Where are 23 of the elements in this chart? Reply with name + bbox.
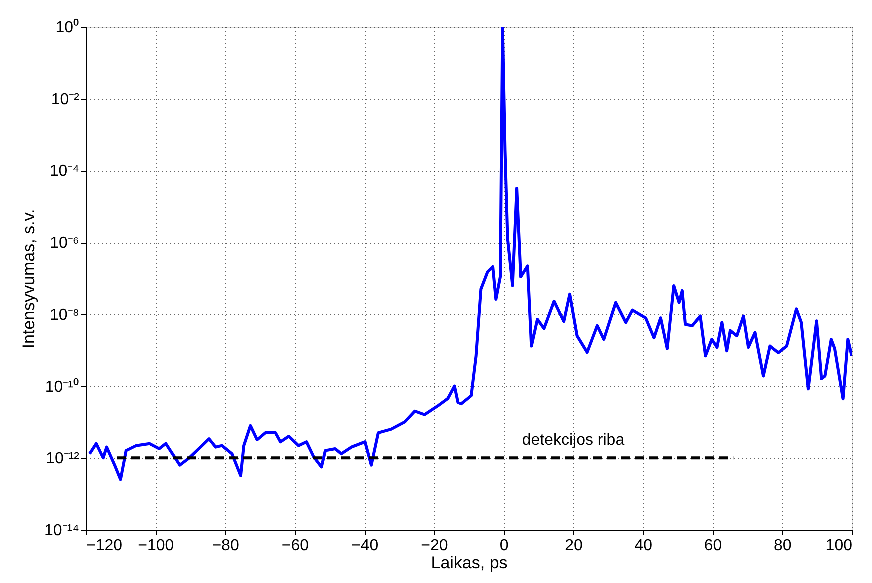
y-axis-title: Intensyvumas, s.v. [20, 209, 38, 349]
annotation: detekcijos riba [522, 432, 625, 450]
x-tick-label: 0 [500, 538, 509, 554]
x-tick-label: −60 [282, 538, 310, 554]
y-tick-label: 10⁻¹² [46, 450, 80, 468]
y-tick-label: 10⁻¹⁰ [45, 378, 80, 396]
y-tick-label: 10⁰ [56, 18, 80, 36]
y-tick-label: 10⁻⁸ [50, 306, 80, 324]
x-axis-title: Laikas, ps [431, 554, 508, 572]
y-tick-label: 10⁻⁶ [50, 235, 80, 252]
y-tick-label: 10⁻² [51, 91, 80, 108]
x-tick-label: −120 [86, 538, 123, 554]
x-tick-label: −20 [421, 538, 448, 554]
x-tick-label: 20 [565, 538, 583, 554]
x-tick-label: 40 [634, 538, 653, 554]
y-tick-label: 10⁻¹⁴ [44, 522, 80, 540]
y-tick-label: 10⁻⁴ [50, 163, 80, 180]
x-tick-label: −40 [351, 538, 379, 554]
x-tick-label: −100 [138, 538, 174, 554]
x-tick-label: 100 [826, 538, 853, 554]
x-tick-label: 60 [704, 538, 722, 554]
x-tick-label: 80 [774, 538, 792, 554]
x-tick-label: −80 [212, 538, 240, 554]
